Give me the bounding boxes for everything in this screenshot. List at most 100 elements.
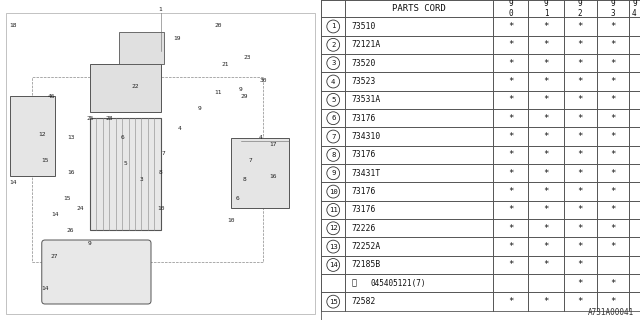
- Text: 6: 6: [236, 196, 239, 201]
- Text: 7: 7: [331, 133, 335, 140]
- Text: 10: 10: [228, 218, 235, 223]
- Text: 12: 12: [38, 132, 45, 137]
- Text: *: *: [577, 205, 583, 214]
- Text: 72226: 72226: [351, 224, 376, 233]
- Text: 72185B: 72185B: [351, 260, 381, 269]
- Text: 2: 2: [331, 42, 335, 48]
- Text: *: *: [610, 59, 616, 68]
- Text: 4: 4: [331, 78, 335, 84]
- Text: *: *: [543, 59, 548, 68]
- Text: 72121A: 72121A: [351, 40, 381, 49]
- Text: 16: 16: [67, 170, 74, 175]
- Text: *: *: [610, 187, 616, 196]
- Text: *: *: [610, 22, 616, 31]
- Text: 16: 16: [269, 173, 277, 179]
- Text: *: *: [610, 132, 616, 141]
- Text: 73531A: 73531A: [351, 95, 381, 104]
- Text: *: *: [508, 260, 514, 269]
- Text: 14: 14: [329, 262, 338, 268]
- Text: 46: 46: [47, 93, 55, 99]
- Text: *: *: [610, 40, 616, 49]
- Bar: [90, 118, 161, 230]
- Text: *: *: [543, 224, 548, 233]
- Text: *: *: [577, 260, 583, 269]
- Text: 25: 25: [86, 116, 93, 121]
- Text: 9
2: 9 2: [578, 0, 582, 18]
- Text: 11: 11: [329, 207, 338, 213]
- Text: 8: 8: [243, 177, 246, 182]
- Text: *: *: [577, 297, 583, 306]
- Text: *: *: [508, 59, 514, 68]
- Text: 13: 13: [329, 244, 338, 250]
- Text: *: *: [610, 297, 616, 306]
- Text: *: *: [543, 187, 548, 196]
- Text: *: *: [543, 22, 548, 31]
- Text: 4: 4: [259, 135, 262, 140]
- Text: 26: 26: [67, 228, 74, 233]
- Text: *: *: [543, 205, 548, 214]
- Text: *: *: [543, 242, 548, 251]
- Text: PARTS CORD: PARTS CORD: [392, 4, 446, 13]
- Text: *: *: [577, 40, 583, 49]
- Text: *: *: [610, 150, 616, 159]
- Text: 6: 6: [331, 115, 335, 121]
- Text: 5: 5: [124, 161, 127, 166]
- Text: *: *: [508, 187, 514, 196]
- Text: *: *: [610, 242, 616, 251]
- Text: *: *: [610, 279, 616, 288]
- Text: *: *: [610, 224, 616, 233]
- Text: 72252A: 72252A: [351, 242, 381, 251]
- Text: 9: 9: [239, 87, 243, 92]
- Text: 9
4: 9 4: [632, 0, 637, 18]
- Text: 9
3: 9 3: [611, 0, 615, 18]
- Text: 8: 8: [159, 170, 163, 175]
- Text: *: *: [577, 150, 583, 159]
- Text: 9: 9: [197, 106, 201, 111]
- Text: 73176: 73176: [351, 150, 376, 159]
- Text: *: *: [577, 242, 583, 251]
- Text: 9
0: 9 0: [509, 0, 513, 18]
- Text: *: *: [508, 224, 514, 233]
- Text: *: *: [543, 132, 548, 141]
- Text: 3: 3: [140, 177, 143, 182]
- Text: 10: 10: [329, 188, 338, 195]
- Text: *: *: [543, 114, 548, 123]
- Text: 18: 18: [9, 23, 17, 28]
- Text: 1: 1: [159, 7, 163, 12]
- Text: *: *: [508, 132, 514, 141]
- Text: 28: 28: [106, 116, 113, 121]
- Text: 1: 1: [331, 23, 335, 29]
- Text: *: *: [543, 95, 548, 104]
- Text: *: *: [577, 187, 583, 196]
- Text: 4: 4: [178, 125, 182, 131]
- Text: *: *: [610, 114, 616, 123]
- Text: *: *: [577, 169, 583, 178]
- Text: 10: 10: [157, 205, 164, 211]
- Text: *: *: [508, 297, 514, 306]
- Text: *: *: [577, 77, 583, 86]
- Text: 22: 22: [131, 84, 139, 89]
- Text: 045405121(7): 045405121(7): [371, 279, 426, 288]
- Text: 73176: 73176: [351, 114, 376, 123]
- Text: *: *: [543, 40, 548, 49]
- Text: *: *: [543, 150, 548, 159]
- Text: 21: 21: [221, 61, 228, 67]
- Text: 14: 14: [41, 285, 49, 291]
- Text: 7: 7: [249, 157, 252, 163]
- Text: *: *: [508, 150, 514, 159]
- Text: 15: 15: [329, 299, 338, 305]
- Text: 9: 9: [331, 170, 335, 176]
- Text: 27: 27: [51, 253, 58, 259]
- Text: *: *: [508, 22, 514, 31]
- Text: 29: 29: [241, 93, 248, 99]
- Text: *: *: [610, 205, 616, 214]
- Text: 3: 3: [331, 60, 335, 66]
- Bar: [90, 64, 161, 112]
- Text: 73176: 73176: [351, 205, 376, 214]
- Text: 6: 6: [120, 135, 124, 140]
- Text: 7: 7: [162, 151, 166, 156]
- Text: 73176: 73176: [351, 187, 376, 196]
- Bar: [10, 96, 54, 176]
- Text: 73510: 73510: [351, 22, 376, 31]
- Text: 30: 30: [260, 77, 267, 83]
